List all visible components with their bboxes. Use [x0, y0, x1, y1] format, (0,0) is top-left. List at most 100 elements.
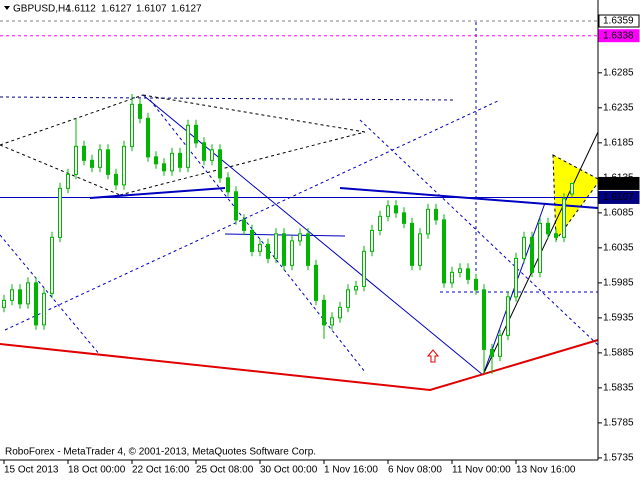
candle-body: [458, 268, 462, 273]
x-tick-label: 11 Nov 00:00: [452, 465, 511, 476]
candle-body: [26, 282, 30, 305]
y-tick-label: 1.6285: [603, 67, 634, 78]
candle-body: [122, 145, 126, 186]
up-arrow: [426, 349, 440, 363]
candle-body: [386, 205, 390, 217]
candle-body: [442, 219, 446, 284]
candle-body: [242, 219, 246, 231]
candle-body: [226, 177, 230, 193]
candle-body: [402, 212, 406, 224]
candle-body: [394, 205, 398, 214]
candle-body: [138, 103, 142, 119]
price-marker-label: 1.6338: [603, 30, 634, 41]
y-tick-label: 1.5935: [603, 313, 634, 324]
candle-body: [218, 149, 222, 179]
candle-body: [450, 271, 454, 284]
candle-body: [338, 306, 342, 319]
candle-body: [74, 145, 78, 175]
candle-body: [10, 289, 14, 301]
candle-body: [466, 268, 470, 280]
candle-body: [314, 264, 318, 301]
y-tick-label: 1.5785: [603, 418, 634, 429]
price-marker-label: 1.6127: [603, 178, 634, 189]
candle-body: [186, 124, 190, 168]
trend-line: [142, 94, 366, 133]
candle-body: [530, 236, 534, 273]
candle-body: [522, 236, 526, 259]
candle-body: [362, 250, 366, 287]
candle-body: [146, 117, 150, 158]
candle-body: [330, 317, 334, 326]
candle-body: [346, 289, 350, 308]
candle-body: [554, 233, 558, 238]
candle-body: [114, 173, 118, 186]
trend-line: [0, 96, 456, 101]
candle-body: [562, 198, 566, 238]
candle-body: [98, 149, 102, 168]
candle-body: [42, 292, 46, 326]
candle-body: [178, 152, 182, 168]
candle-body: [130, 103, 134, 147]
x-tick-label: 13 Nov 16:00: [516, 465, 576, 476]
candle-body: [266, 243, 270, 259]
x-tick-label: 18 Oct 00:00: [68, 465, 126, 476]
y-tick-label: 1.6235: [603, 102, 634, 113]
candle-body: [514, 257, 518, 298]
high-value: 1.6127: [101, 4, 132, 15]
candle-body: [474, 278, 478, 291]
trend-line: [149, 99, 366, 373]
candle-body: [170, 152, 174, 172]
trend-line: [359, 119, 599, 346]
price-marker-label: 1.6359: [603, 16, 634, 27]
candle-body: [378, 215, 382, 231]
price-marker: [598, 176, 640, 190]
x-tick-label: 22 Oct 16:00: [132, 465, 190, 476]
candle-body: [546, 222, 550, 235]
price-marker: [598, 190, 640, 204]
candle-body: [426, 208, 430, 235]
candle-body: [290, 240, 294, 266]
candle-body: [90, 159, 94, 168]
dropdown-icon: [4, 6, 10, 10]
candle-body: [2, 299, 6, 308]
copyright: RoboForex - MetaTrader 4, © 2001-2013, M…: [5, 447, 316, 458]
candle-body: [410, 222, 414, 266]
candle-body: [106, 149, 110, 175]
trend-line: [4, 99, 501, 331]
candle-body: [82, 145, 86, 161]
candle-body: [66, 173, 70, 189]
y-tick-label: 1.5885: [603, 348, 634, 359]
x-tick-label: 25 Oct 08:00: [196, 465, 254, 476]
candle-body: [162, 163, 166, 172]
symbol: GBPUSD,H4: [13, 4, 71, 15]
candle-body: [570, 182, 574, 195]
candle-body: [234, 191, 238, 221]
trend-line: [0, 144, 121, 196]
candle-body: [370, 229, 374, 252]
y-tick-label: 1.5735: [603, 453, 634, 464]
x-tick-label: 15 Oct 2013: [4, 465, 59, 476]
candle-body: [306, 233, 310, 266]
neckline: [339, 187, 599, 209]
trend-line: [0, 94, 144, 146]
y-tick-label: 1.6035: [603, 242, 634, 253]
candle-body: [274, 233, 278, 259]
candle-body: [418, 233, 422, 266]
y-tick-label: 1.6085: [603, 207, 634, 218]
y-tick-label: 1.6185: [603, 137, 634, 148]
plot: [0, 20, 598, 374]
candle-body: [298, 233, 302, 242]
candle-body: [538, 222, 542, 273]
x-tick-label: 1 Nov 16:00: [324, 465, 378, 476]
y-tick-label: 1.5835: [603, 383, 634, 394]
candle-body: [498, 334, 502, 357]
candle-body: [58, 187, 62, 238]
candle-body: [258, 243, 262, 252]
candle-body: [250, 229, 254, 252]
candle-body: [18, 289, 22, 305]
open-value: 1.6112: [66, 4, 96, 15]
candle-body: [322, 299, 326, 326]
close-value: 1.6127: [171, 4, 202, 15]
price-marker: [598, 29, 640, 43]
